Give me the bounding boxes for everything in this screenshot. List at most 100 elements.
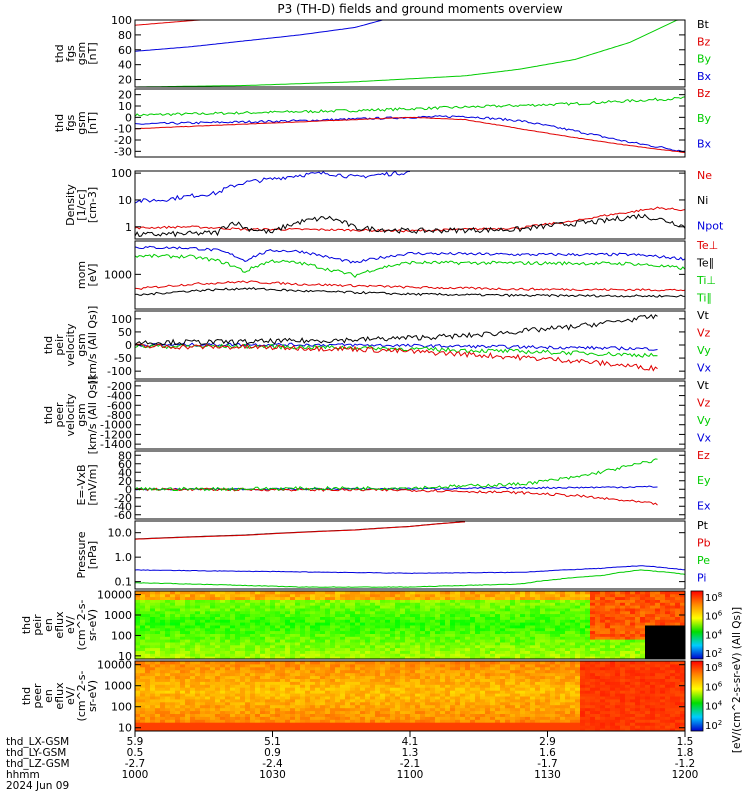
series-Pi [135,566,685,574]
series-By [135,97,685,117]
y-tick-label: 40 [118,59,132,72]
y-axis-label: mom[eV] [75,261,99,289]
series-Ti∥ [135,254,685,277]
legend-Bt: Bt [697,18,710,31]
spectrogram-cells [135,591,686,660]
y-tick-label: -100 [107,365,132,378]
x-tick-label: 1030 [259,769,286,781]
series-Npot [135,171,410,203]
legend-Vy: Vy [697,414,711,427]
x-tick-label: 1200 [672,769,699,781]
legend-Pt: Pt [697,519,709,532]
series-Ni [135,214,685,236]
colorbar-tick-label: 106 [705,680,723,693]
legend-Vt: Vt [697,379,710,392]
series-Bz [135,20,245,25]
colorbar-tick-label: 104 [705,700,723,713]
legend-Vt: Vt [697,309,710,322]
legend-Pi: Pi [697,572,706,585]
panel-peir-en-eflux: 10210410610810100100010000thdpeireneflux… [20,589,723,663]
series-Pe [135,570,685,587]
y-tick-label: 1000 [104,609,132,622]
y-tick-label: 50 [118,326,132,339]
y-tick-label: 1.0 [115,551,133,564]
panel-frame [135,171,685,239]
y-axis-label: thdfgsgsm[nT] [53,42,99,65]
y-axis-label: thdpeirenefluxeV/(cm^2-s-sr-eV) [20,600,99,651]
y-axis-label: E=-VxB[mV/m] [75,464,99,505]
legend-Ex: Ex [697,499,711,512]
panel-peer-en-eflux: 10210410610810100100010000thdpeereneflux… [20,659,723,735]
colorbar-tick-label: 108 [705,591,722,604]
y-tick-label: 10 [118,722,132,735]
colorbar [691,661,703,731]
legend-Ti⊥: Ti⊥ [696,274,716,287]
y-tick-label: 60 [118,44,132,57]
y-tick-label: 1000 [104,680,132,693]
panel-frame [135,521,685,589]
colorbar [691,591,703,659]
y-axis-label: thdfgsgsm[nT] [53,111,99,134]
legend-Bz: Bz [697,87,711,100]
plot-title: P3 (TH-D) fields and ground moments over… [277,2,562,16]
legend-Vz: Vz [697,327,711,340]
series-Ey [135,459,658,491]
y-tick-label: -10 [114,123,132,136]
panel-frame [135,241,685,309]
x-tick-label: 1000 [122,769,149,781]
x-tick-label: 1130 [534,769,561,781]
colorbar-label: [eV/(cm^2-s-sr-eV) (All Qs)] [731,607,743,753]
series-By [135,20,685,87]
legend-Bz: Bz [697,35,711,48]
legend-By: By [697,53,712,66]
legend-Bx: Bx [697,137,712,150]
legend-By: By [697,112,712,125]
panel-frame [135,381,685,449]
y-tick-label: 0.1 [115,576,133,589]
colorbar-tick-label: 102 [705,647,722,660]
y-axis-label: thdpeirvelocitygsm[km/s (All Qs)] [42,306,99,385]
panel-frame [135,89,685,157]
legend-Pe: Pe [697,554,710,567]
legend-Ti∥: Ti∥ [696,292,712,305]
series-Ez [135,488,658,505]
y-tick-label: 10 [118,100,132,113]
legend-Npot: Npot [697,219,724,232]
series-Te∥ [135,288,685,298]
y-tick-label: 10 [118,194,132,207]
series-Bz [135,117,685,152]
y-tick-label: 100 [111,629,132,642]
legend-Vy: Vy [697,344,711,357]
y-tick-label: 0 [125,339,132,352]
y-tick-label: 10.0 [108,527,133,540]
y-tick-label: 100 [111,701,132,714]
panel-frame [135,20,685,87]
legend-Vx: Vx [697,432,712,445]
colorbar-tick-label: 102 [705,719,722,732]
y-tick-label: -50 [114,352,132,365]
y-tick-label: 20 [118,89,132,102]
legend-Ez: Ez [697,449,710,462]
legend-Ne: Ne [697,169,712,182]
series-Ti⊥ [135,246,685,263]
y-axis-label: Density[1/cc][cm-3] [64,184,99,226]
colorbar-tick-label: 104 [705,628,723,641]
x-axis-date: 2024 Jun 09 [6,780,69,792]
legend-Vz: Vz [697,397,711,410]
x-tick-label: 1100 [397,769,424,781]
legend-Vx: Vx [697,362,712,375]
legend-Ni: Ni [697,194,708,207]
series-Pt [135,522,465,539]
y-tick-label: 10000 [97,659,132,672]
y-tick-label: -20 [114,134,132,147]
y-tick-label: 80 [118,449,132,462]
y-tick-label: 100 [111,167,132,180]
series-Bx [135,116,685,152]
